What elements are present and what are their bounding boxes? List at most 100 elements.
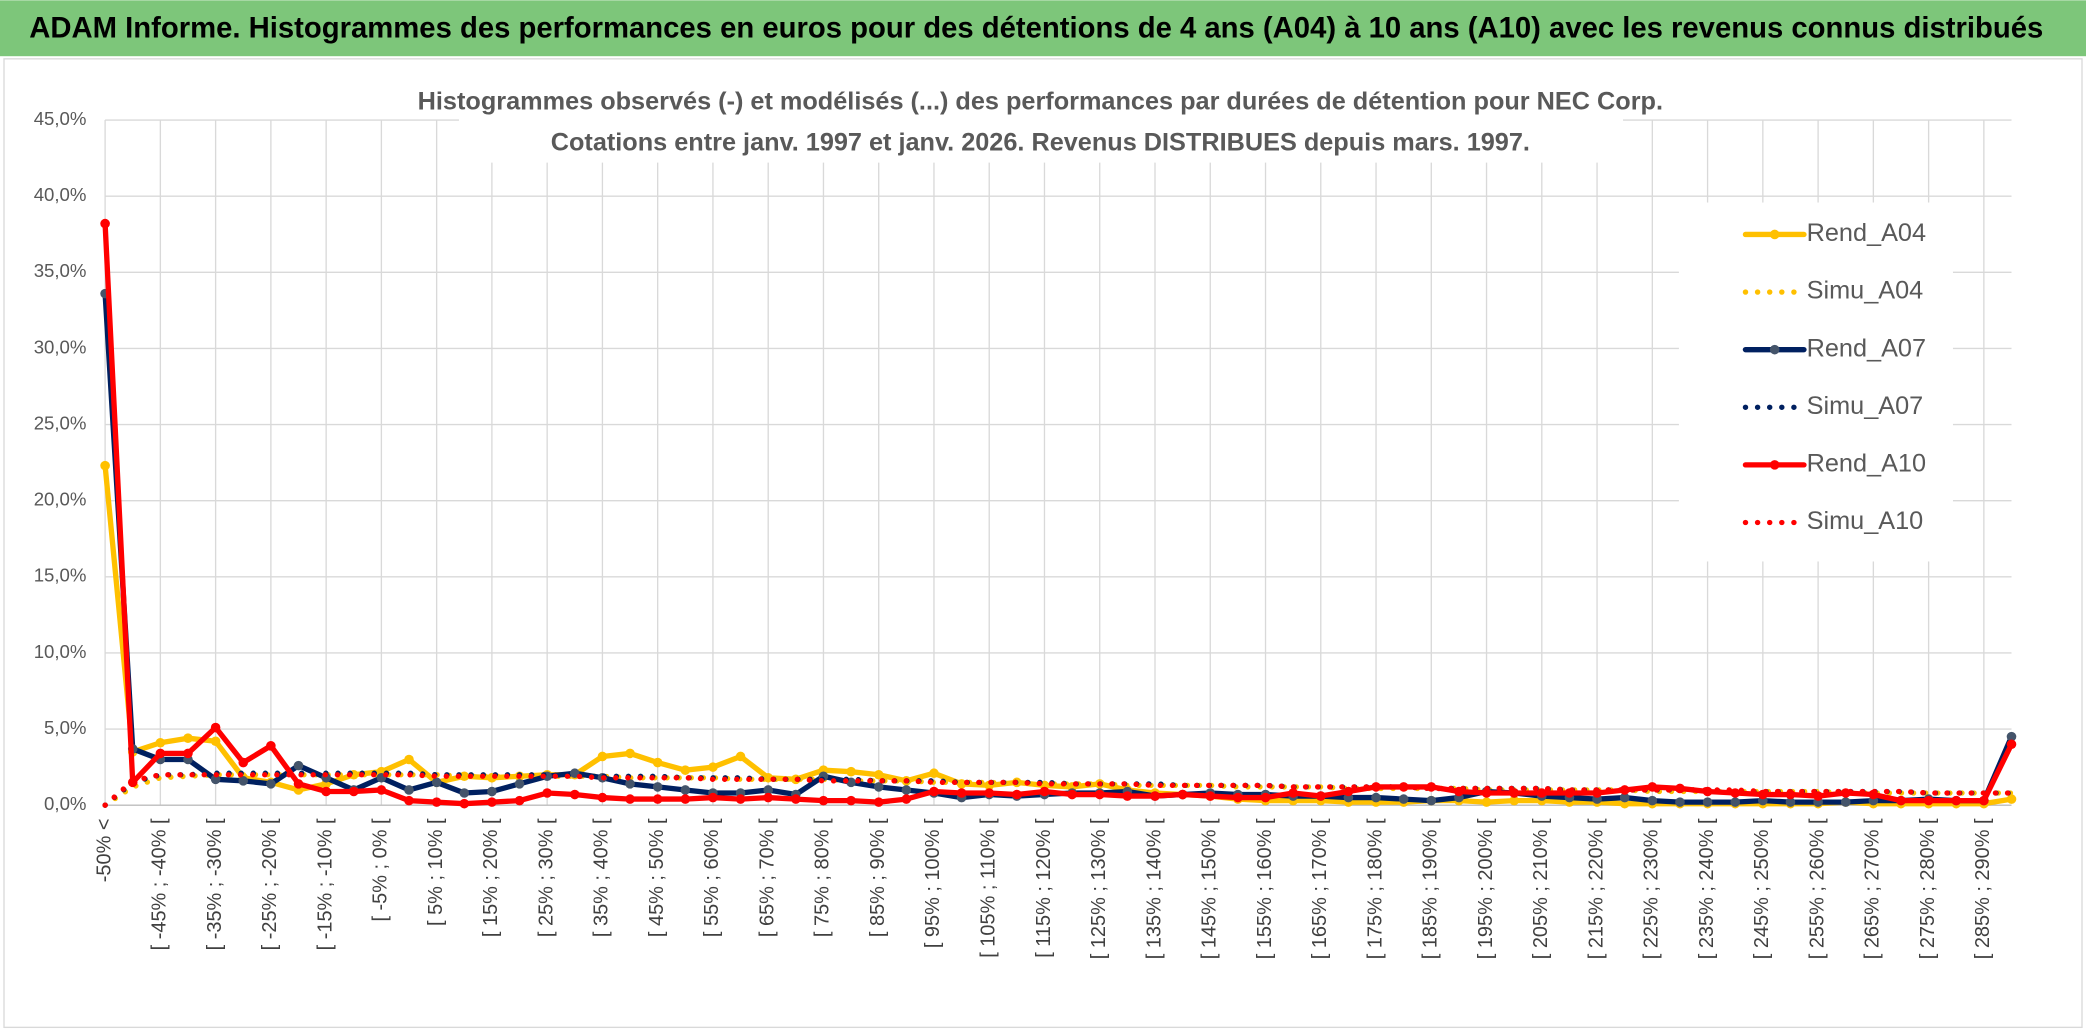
data-point [1509,795,1519,806]
data-point [984,788,995,798]
data-point [1730,797,1740,807]
data-point [1288,788,1298,798]
x-tick-label: [ 15% ; 20% [ [480,818,502,937]
data-point [680,765,691,775]
data-point [1094,789,1105,800]
data-point [514,795,525,806]
data-point [1785,797,1796,807]
data-point [1177,789,1188,800]
data-point [708,762,718,772]
data-point [542,788,552,798]
data-point [348,786,359,797]
data-point [1896,795,1906,806]
data-point [1012,789,1022,800]
data-point [431,777,442,788]
data-point [1619,785,1630,795]
y-tick-label: 25,0% [34,412,87,433]
legend-label: Simu_A07 [1807,392,1924,420]
x-tick-label: [ 115% ; 120% [ [1033,818,1055,958]
data-point [1647,795,1658,806]
x-tick-label: [ 45% ; 50% [ [646,818,668,937]
data-point [1675,797,1685,807]
x-tick-label: [ 255% ; 260% [ [1806,818,1828,959]
legend-marker [1769,229,1780,240]
data-point [155,748,166,759]
y-tick-label: 15,0% [34,565,87,586]
data-point [1150,791,1160,801]
legend-label: Rend_A10 [1807,450,1926,478]
data-point [155,737,166,748]
data-point [570,789,580,800]
legend-label: Rend_A04 [1807,219,1926,247]
plot-area: 0,0% 5,0% 10,0% 15,0% 20,0% 25,0% 30,0% 35,0% 40… [34,108,2017,959]
data-point [1233,792,1243,803]
data-point [873,769,884,780]
data-point [846,795,856,806]
data-point [210,774,221,785]
y-tick-label: 30,0% [34,336,87,357]
legend: Rend_A04 Simu_A04 Rend_A07 Simu_A07 Rend_A10… [1678,202,1953,562]
data-point [1315,791,1326,801]
x-tick-label: [ 75% ; 80% [ [812,818,834,937]
data-point [1481,797,1492,807]
data-point [238,776,249,786]
y-tick-label: 10,0% [34,641,87,662]
data-point [652,782,663,792]
y-tick-label: 5,0% [44,717,86,738]
x-tick-label: [ 175% ; 180% [ [1364,818,1386,959]
data-point [652,757,663,768]
data-point [459,788,470,798]
data-point [818,795,829,806]
data-point [1537,788,1547,798]
data-point [901,794,912,804]
data-point [321,786,331,797]
legend-label: Simu_A10 [1807,507,1924,535]
x-tick-label: [ -5% ; 0% [ [370,818,392,922]
data-point [929,786,939,797]
y-tick-label: 0,0% [44,793,86,814]
x-tick-label: [ 225% ; 230% [ [1641,818,1663,959]
x-tick-label: [ -15% ; -10% [ [314,818,336,950]
data-point [487,797,497,807]
data-point [2006,731,2017,742]
data-point [266,779,276,789]
data-point [2006,739,2017,750]
data-point [956,788,967,798]
data-point [404,785,414,795]
data-point [459,798,470,809]
data-point [100,460,110,471]
y-tick-label: 45,0% [34,108,87,129]
legend-label: Simu_A04 [1807,277,1924,305]
data-point [652,794,663,804]
data-point [293,760,304,771]
data-point [1260,792,1271,803]
data-point [763,785,773,795]
data-point [1481,788,1492,798]
data-point [1398,794,1409,804]
data-point [404,795,414,806]
data-point [597,792,608,803]
data-point [597,751,608,762]
x-tick-label: [ 185% ; 190% [ [1420,818,1442,959]
x-tick-label: [ 25% ; 30% [ [535,818,557,937]
legend-background [1678,202,1953,562]
x-tick-label: [ 105% ; 110% [ [977,818,999,958]
data-point [210,722,221,733]
data-point [929,768,939,779]
x-tick-label: [ 215% ; 220% [ [1585,818,1607,959]
data-point [1951,795,1962,806]
y-tick-label: 40,0% [34,184,87,205]
data-point [680,794,691,804]
data-point [266,741,276,751]
chart-frame [3,58,2083,1029]
x-tick-label: [ 135% ; 140% [ [1143,818,1165,959]
data-point [625,779,635,789]
data-point [1426,795,1437,806]
x-tick-label: [ 55% ; 60% [ [701,818,723,937]
title-background [458,82,1624,163]
x-tick-label: [ 165% ; 170% [ [1309,818,1331,959]
data-point [1067,789,1077,800]
x-tick-label: [ 85% ; 90% [ [867,818,889,937]
x-tick-label: [ -45% ; -40% [ [149,818,171,950]
